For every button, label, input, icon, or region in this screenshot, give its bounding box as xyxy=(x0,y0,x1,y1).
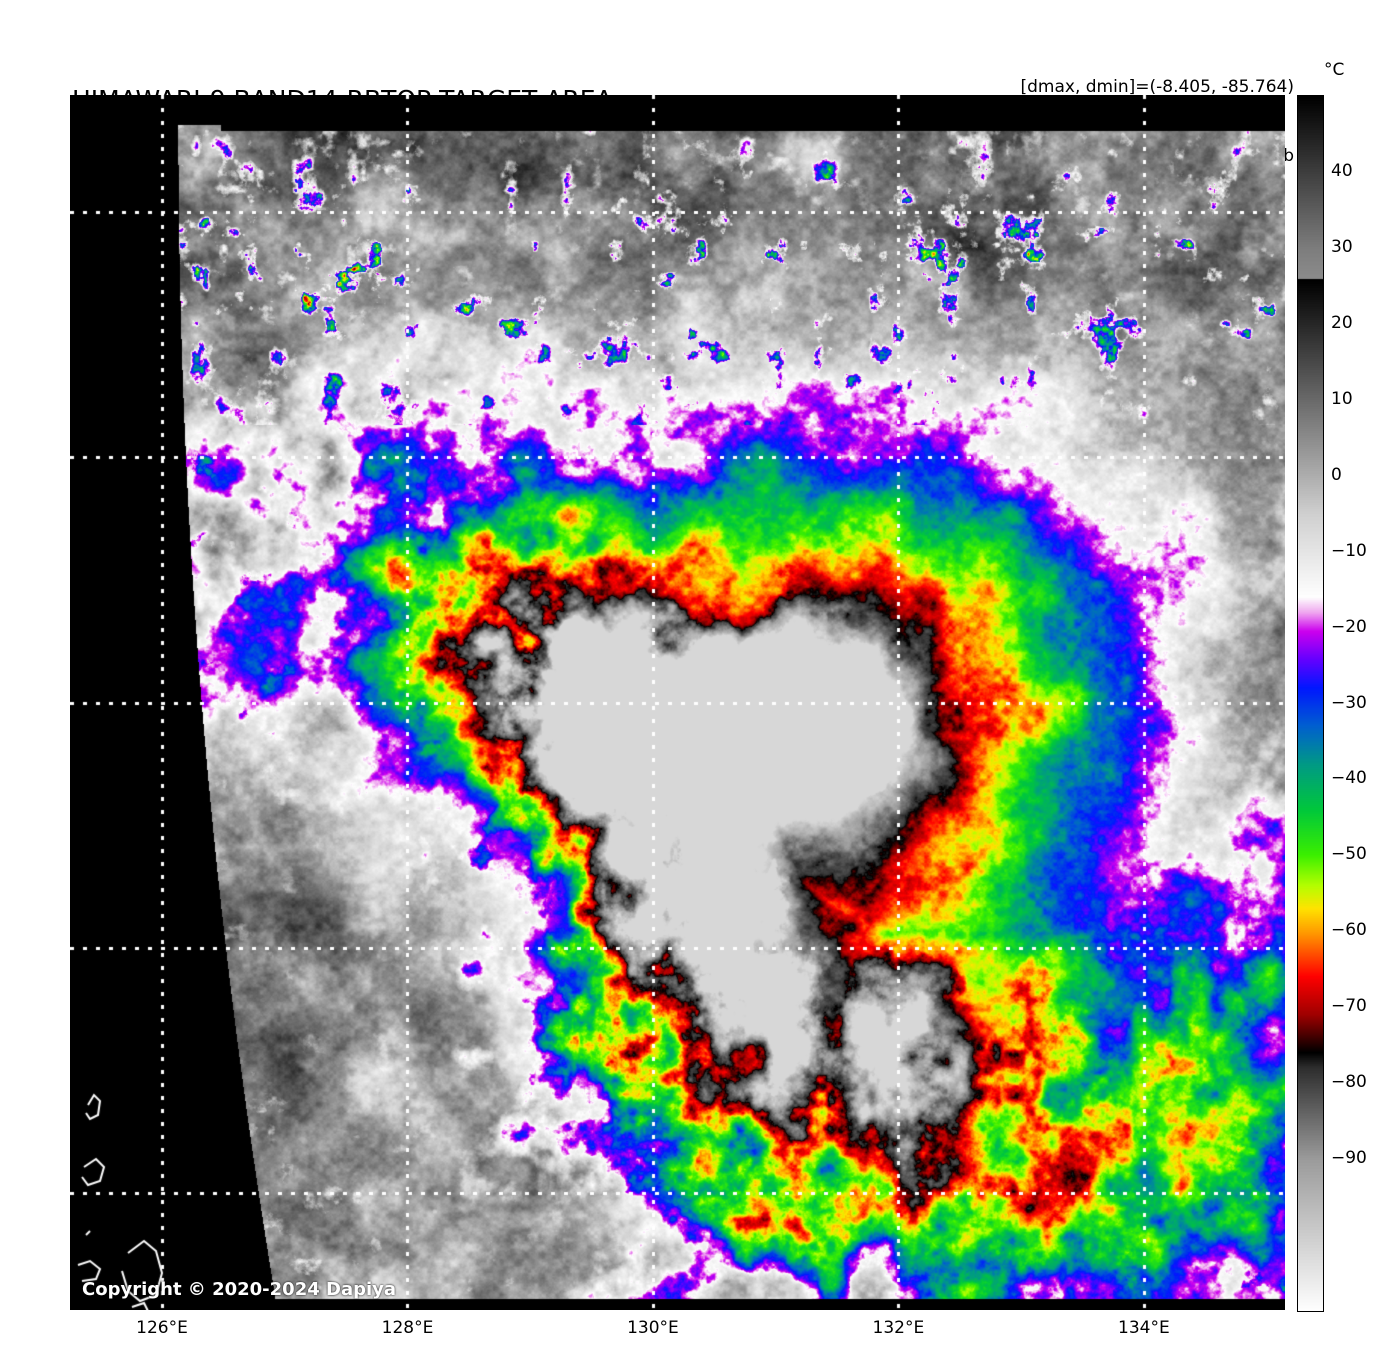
x-tick-128°E: 128°E xyxy=(381,1318,434,1338)
satellite-image-plot[interactable]: Copyright © 2020-2024 Dapiya xyxy=(70,95,1285,1310)
x-tick-126°E: 126°E xyxy=(136,1318,188,1338)
satellite-imagery-canvas xyxy=(70,95,1285,1310)
x-tick-134°E: 134°E xyxy=(1118,1318,1170,1338)
colorbar-tick--10: −10 xyxy=(1331,540,1367,561)
x-tick-130°E: 130°E xyxy=(627,1318,679,1338)
colorbar-tick--70: −70 xyxy=(1331,996,1367,1017)
colorbar-tick--60: −60 xyxy=(1331,920,1367,941)
colorbar-tick--30: −30 xyxy=(1331,692,1367,713)
colorbar-tick-40: 40 xyxy=(1331,160,1353,181)
colorbar-tick--80: −80 xyxy=(1331,1072,1367,1093)
colorbar-tick--90: −90 xyxy=(1331,1148,1367,1169)
dmax-dmin-readout: [dmax, dmin]=(-8.405, -85.764) xyxy=(1020,77,1295,97)
colorbar-tick-0: 0 xyxy=(1331,464,1342,485)
colorbar-tick-20: 20 xyxy=(1331,312,1353,333)
colorbar-tick-10: 10 xyxy=(1331,388,1353,409)
colorbar-gradient xyxy=(1298,96,1323,1311)
colorbar-tick--50: −50 xyxy=(1331,844,1367,865)
x-tick-132°E: 132°E xyxy=(872,1318,925,1338)
colorbar-tick--40: −40 xyxy=(1331,768,1367,789)
colorbar-tick--20: −20 xyxy=(1331,616,1367,637)
temperature-colorbar[interactable] xyxy=(1297,95,1324,1312)
copyright-notice: Copyright © 2020-2024 Dapiya xyxy=(82,1279,397,1300)
colorbar-tick-30: 30 xyxy=(1331,236,1353,257)
colorbar-unit-label: °C xyxy=(1324,60,1345,80)
